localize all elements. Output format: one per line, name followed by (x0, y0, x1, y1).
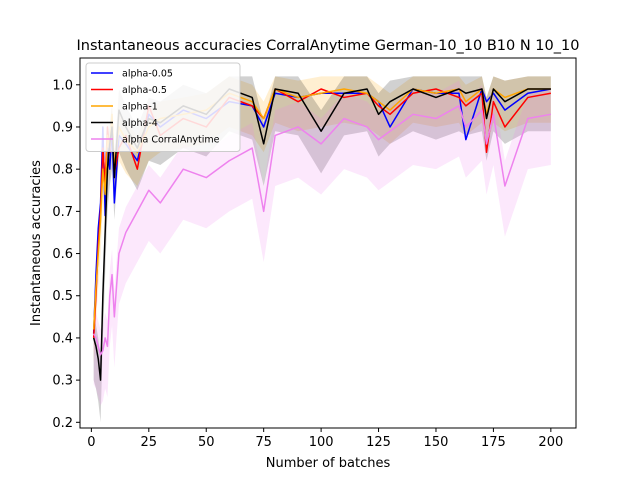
y-tick-label: 0.6 (52, 247, 73, 262)
x-tick-label: 200 (538, 435, 563, 450)
y-tick-label: 1.0 (52, 78, 73, 93)
x-tick-label: 125 (366, 435, 391, 450)
x-tick-label: 150 (424, 435, 449, 450)
y-axis-ticks: 0.2 0.3 0.4 0.5 0.6 0.7 0.8 0.9 1.0 (52, 78, 80, 431)
legend-label-alpha-0-5: alpha-0.5 (122, 85, 167, 96)
y-tick-label: 0.5 (52, 289, 73, 304)
x-axis-label: Number of batches (266, 456, 391, 471)
series-line-alpha-corralanytime (93, 105, 551, 356)
y-tick-label: 0.2 (52, 416, 73, 431)
uncertainty-bands (93, 76, 551, 423)
legend-box (85, 62, 241, 152)
y-tick-label: 0.3 (52, 374, 73, 389)
chart-title: Instantaneous accuracies CorralAnytime G… (77, 38, 580, 54)
x-axis-ticks: 0 25 50 75 100 125 150 175 200 (87, 428, 563, 450)
band-alpha-4 (93, 76, 551, 423)
x-tick-label: 0 (87, 435, 95, 450)
x-tick-label: 50 (198, 435, 215, 450)
y-tick-label: 0.4 (52, 331, 73, 346)
y-axis-label: Instantaneous accuracies (29, 160, 44, 326)
plot-area-frame (79, 57, 577, 429)
band-alpha-1 (93, 76, 551, 364)
y-tick-label: 0.9 (52, 120, 73, 135)
series-line-alpha-4 (92, 88, 551, 381)
legend: alpha-0.05 alpha-0.5 alpha-1 alpha-4 alpha C… (85, 62, 241, 152)
x-tick-label: 175 (481, 435, 506, 450)
x-tick-label: 25 (141, 435, 158, 450)
band-alpha-corralanytime (93, 80, 551, 406)
x-tick-label: 75 (255, 435, 272, 450)
legend-label-alpha-1: alpha-1 (122, 102, 158, 113)
legend-label-alpha-0-05: alpha-0.05 (122, 69, 173, 80)
y-tick-label: 0.7 (52, 205, 73, 220)
legend-label-alpha-corralanytime: alpha CorralAnytime (122, 135, 220, 146)
y-tick-label: 0.8 (52, 163, 73, 178)
legend-label-alpha-4: alpha-4 (122, 118, 158, 129)
series-lines (92, 88, 551, 381)
x-tick-label: 100 (309, 435, 334, 450)
